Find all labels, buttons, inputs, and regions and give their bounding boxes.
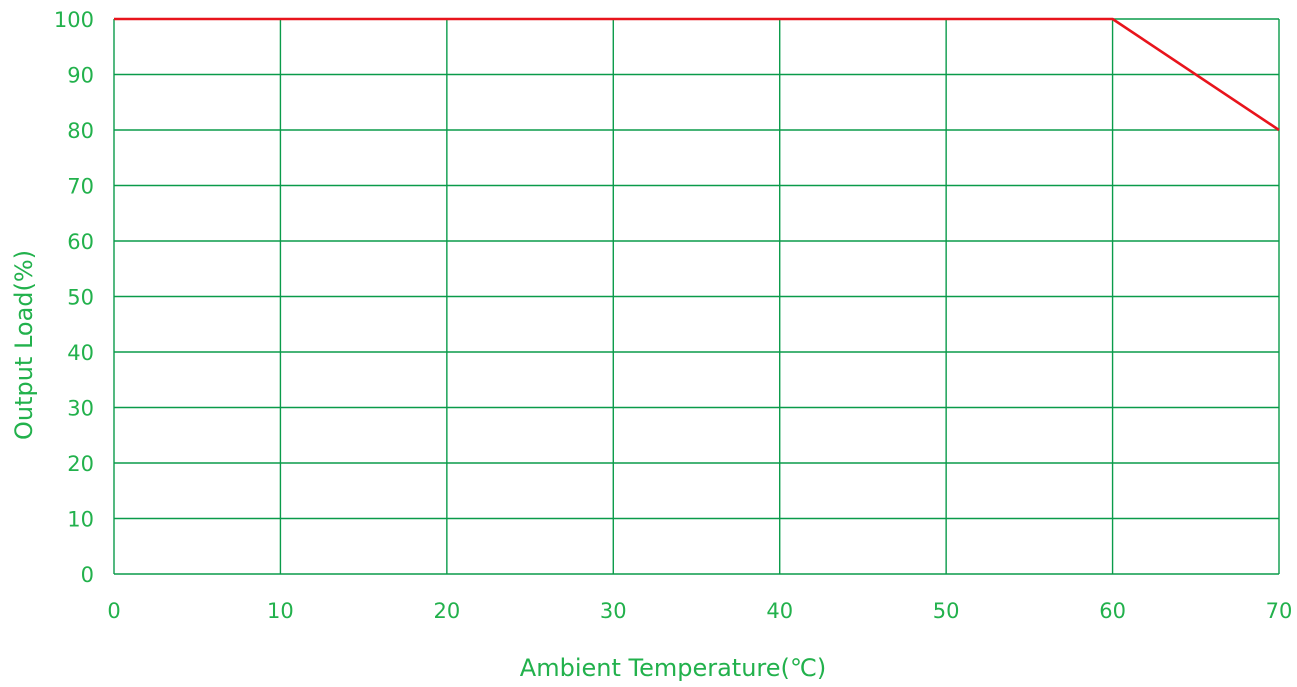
y-tick-label-30: 30 [67, 397, 94, 421]
y-tick-labels: 0 10 20 30 40 50 60 70 80 90 100 [54, 8, 94, 587]
series-line-0 [114, 17, 1280, 132]
series-layer [114, 17, 1280, 132]
x-tick-label-20: 20 [433, 599, 460, 623]
y-tick-label-60: 60 [67, 230, 94, 254]
x-tick-labels: 0 10 20 30 40 50 60 70 [107, 599, 1292, 623]
grid-lines [113, 18, 1280, 575]
y-tick-label-20: 20 [67, 452, 94, 476]
x-tick-label-70: 70 [1266, 599, 1293, 623]
y-tick-label-90: 90 [67, 64, 94, 88]
y-tick-label-80: 80 [67, 119, 94, 143]
x-tick-label-0: 0 [107, 599, 120, 623]
y-tick-label-40: 40 [67, 341, 94, 365]
y-tick-label-50: 50 [67, 286, 94, 310]
x-tick-label-30: 30 [600, 599, 627, 623]
x-axis-title: Ambient Temperature(℃) [520, 654, 826, 682]
y-tick-label-100: 100 [54, 8, 94, 32]
x-tick-label-50: 50 [933, 599, 960, 623]
x-tick-label-60: 60 [1099, 599, 1126, 623]
y-tick-label-70: 70 [67, 175, 94, 199]
x-tick-label-10: 10 [267, 599, 294, 623]
y-axis-title: Output Load(%) [10, 250, 38, 440]
x-tick-label-40: 40 [766, 599, 793, 623]
y-tick-label-0: 0 [81, 563, 94, 587]
y-tick-label-10: 10 [67, 508, 94, 532]
